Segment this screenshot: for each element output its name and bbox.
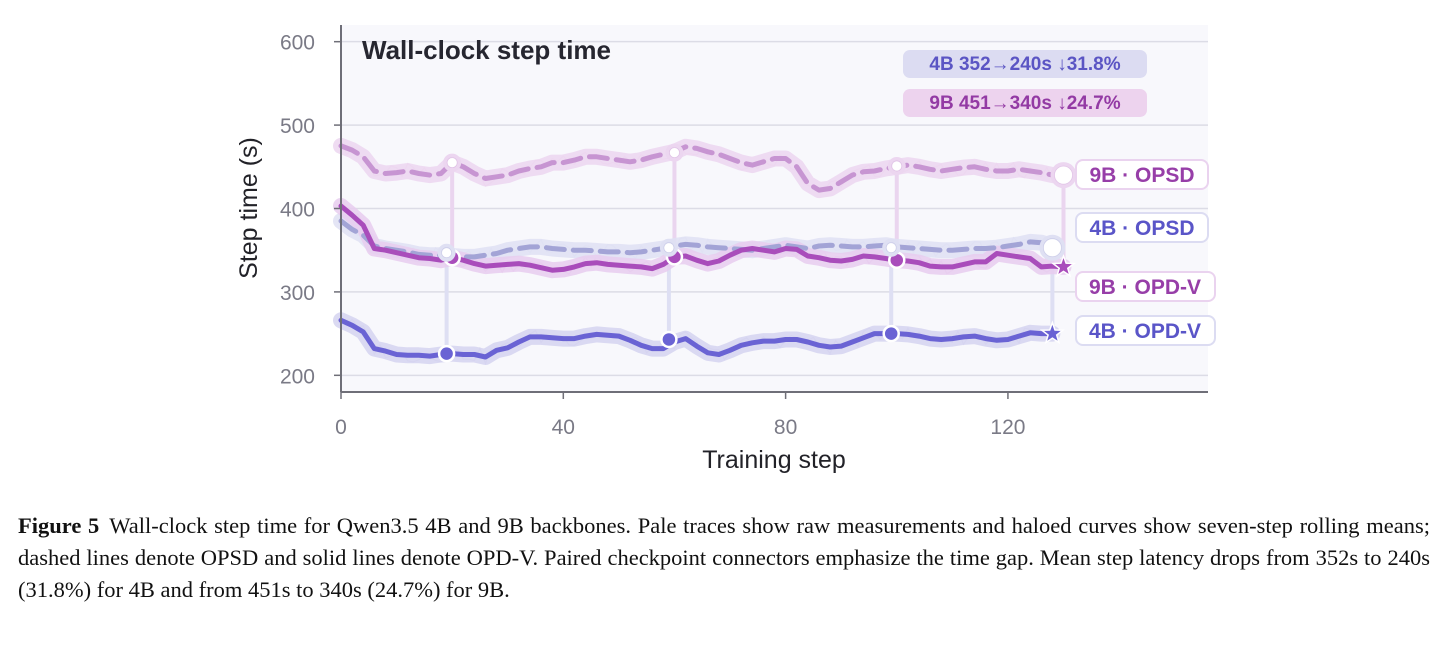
- annotation-4b-text: 4B 352→240s ↓31.8%: [929, 54, 1120, 75]
- marker-9b-opsd-100-rim: [891, 160, 903, 172]
- svg-text:4B · OPD-V: 4B · OPD-V: [1089, 320, 1201, 343]
- marker-4b-opsd-59-rim: [663, 242, 675, 254]
- marker-9b-opsd-100: [887, 156, 906, 175]
- chart-title: Wall-clock step time: [362, 35, 611, 65]
- marker-4b-opsd-19: [437, 243, 456, 262]
- line-4b-opd-v: [338, 317, 1055, 360]
- y-tick-label-400: 400: [280, 199, 315, 222]
- marker-9b-opsd-20: [443, 153, 462, 172]
- marker-9b-opsd-20-rim: [446, 157, 458, 169]
- marker-4b-opd-v-128-star: [1039, 320, 1065, 345]
- marker-4b-opsd-99-rim: [885, 242, 897, 254]
- figure-number: Figure 5: [18, 513, 100, 538]
- y-tick-label-300: 300: [280, 282, 315, 305]
- y-tick-label-600: 600: [280, 32, 315, 55]
- y-tick-label-200: 200: [280, 365, 315, 388]
- annotation-4b-badge: [903, 50, 1147, 78]
- caption-text: Wall-clock step time for Qwen3.5 4B and …: [18, 513, 1430, 602]
- step-time-chart: 200 300 400 500 600 0 40 80 120 Wall-clock step …: [235, 25, 1216, 474]
- svg-text:9B · OPSD: 9B · OPSD: [1089, 164, 1194, 187]
- annotation-9b: 9B 451→340s ↓24.7%: [903, 89, 1147, 117]
- svg-text:9B · OPD-V: 9B · OPD-V: [1089, 276, 1201, 299]
- marker-9b-opd-v-130-star: [1050, 253, 1077, 278]
- marker-9b-opsd-60-rim: [669, 147, 680, 159]
- marker-9b-opsd-130-rim: [1054, 165, 1073, 185]
- line-9b-opd-v: [338, 203, 1066, 273]
- marker-4b-opsd-99: [882, 238, 901, 257]
- marker-4b-opsd-128: [1039, 234, 1066, 261]
- series-label-9b-opd-v: 9B · OPD-V: [1075, 271, 1216, 302]
- x-tick-label-120: 120: [990, 416, 1025, 439]
- marker-4b-opsd-19-rim: [441, 247, 452, 259]
- x-axis-label: Training step: [702, 446, 846, 474]
- marker-4b-opd-v-99: [882, 324, 900, 343]
- checkpoint-markers: [437, 143, 1077, 363]
- marker-4b-opsd-128-rim: [1042, 238, 1062, 258]
- x-tick-label-80: 80: [774, 416, 797, 439]
- x-tick-label-40: 40: [552, 416, 575, 439]
- series-label-4b-opsd: 4B · OPSD: [1075, 212, 1209, 243]
- annotation-4b: 4B 352→240s ↓31.8%: [903, 50, 1147, 78]
- marker-9b-opsd-130: [1050, 162, 1077, 189]
- annotation-9b-text: 9B 451→340s ↓24.7%: [929, 93, 1120, 114]
- x-tick-label-0: 0: [335, 416, 347, 439]
- marker-4b-opd-v-59: [660, 330, 678, 349]
- line-9b-opsd: [338, 143, 1066, 193]
- marker-4b-opsd-59: [659, 238, 678, 257]
- series-label-4b-opd-v: 4B · OPD-V: [1075, 315, 1216, 346]
- svg-text:4B · OPSD: 4B · OPSD: [1089, 217, 1194, 240]
- y-tick-label-500: 500: [280, 115, 315, 138]
- annotation-9b-badge: [903, 89, 1147, 117]
- marker-4b-opd-v-19: [437, 344, 456, 363]
- tick-labels: 200 300 400 500 600 0 40 80 120: [280, 32, 1025, 439]
- series-label-9b-opsd: 9B · OPSD: [1075, 159, 1209, 190]
- marker-9b-opsd-60: [665, 143, 684, 162]
- figure-caption: Figure 5 Wall-clock step time for Qwen3.5…: [18, 510, 1430, 606]
- y-axis-label: Step time (s): [235, 137, 263, 279]
